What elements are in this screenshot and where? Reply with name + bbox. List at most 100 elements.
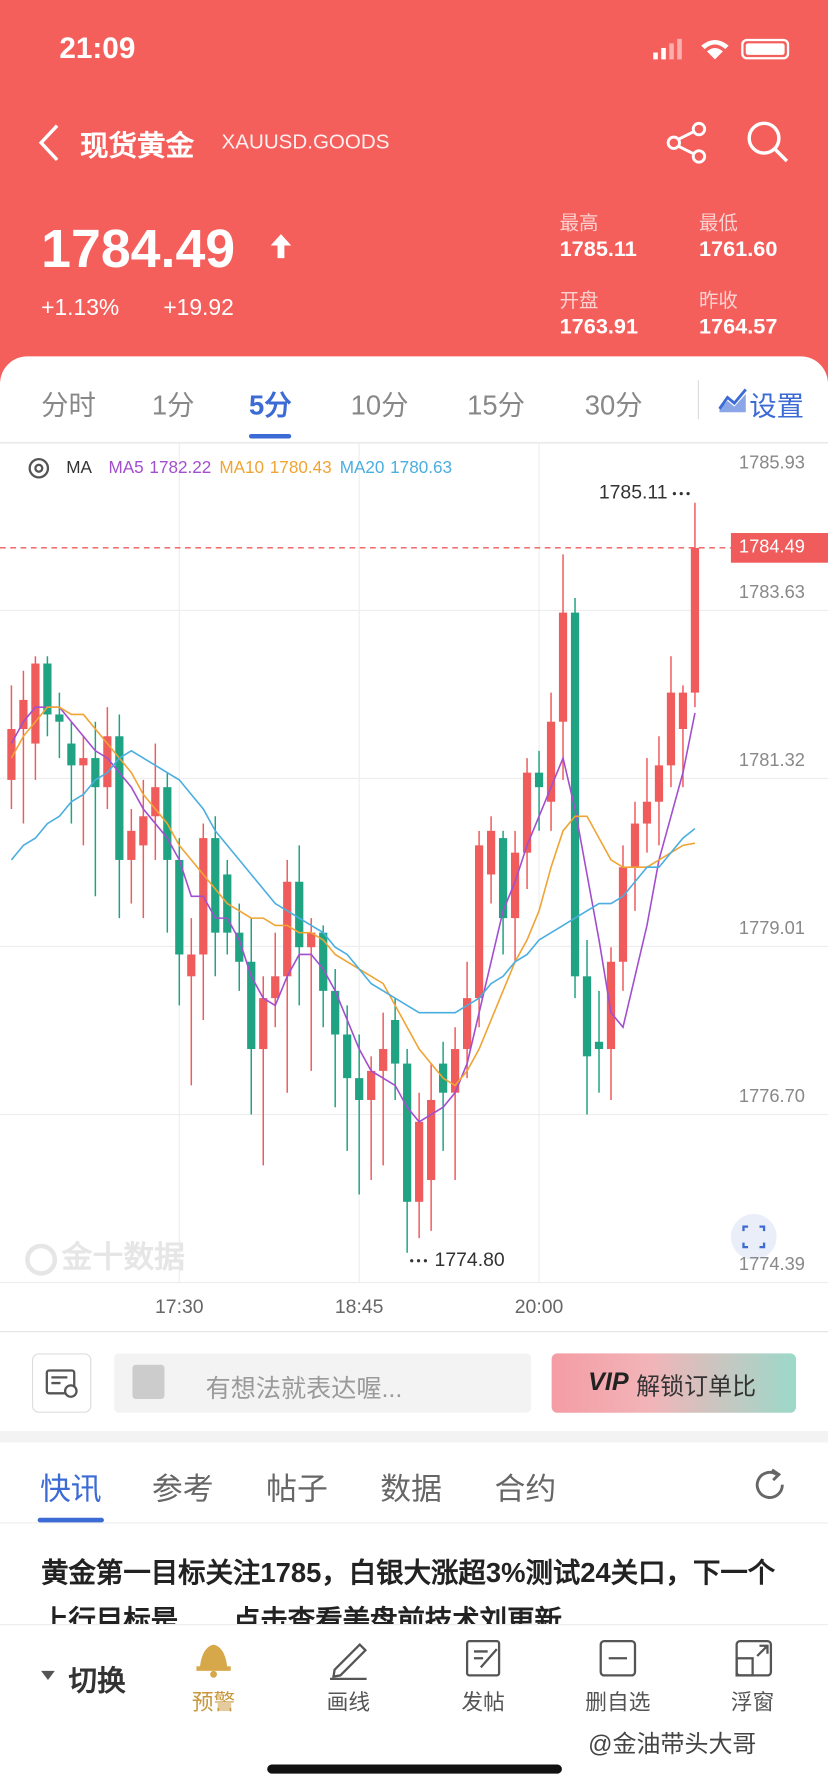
divider	[0, 1522, 828, 1524]
stat-label: 开盘	[559, 290, 599, 312]
candle-body	[259, 998, 268, 1050]
candle-body	[211, 838, 220, 933]
comment-input[interactable]: 有想法就表达喔...	[114, 1353, 532, 1413]
period-tab[interactable]: 30分	[584, 390, 643, 422]
share-button[interactable]	[665, 121, 711, 164]
annotation-dot	[672, 492, 676, 496]
legend-entry: MA20 1780.63	[340, 457, 452, 477]
annotation-dot	[686, 492, 690, 496]
candle-body	[522, 772, 532, 853]
toolbar-item[interactable]: 预警	[191, 1691, 236, 1716]
candle-body	[690, 547, 700, 693]
search-button[interactable]	[745, 119, 791, 165]
ma-line	[10, 749, 696, 1014]
stat-value: 1785.11	[559, 237, 637, 262]
settings-button[interactable]: 设置	[749, 391, 805, 423]
annotation-dot	[416, 1259, 421, 1263]
vip-logo: VIP	[588, 1367, 629, 1396]
candle-body	[367, 1070, 376, 1100]
period-tab[interactable]: 分时	[41, 390, 96, 422]
candle-body	[391, 1019, 400, 1064]
candle-body	[606, 961, 616, 1050]
fullscreen-button[interactable]	[730, 1214, 777, 1260]
candle-body	[343, 1034, 352, 1079]
symbol-code: XAUUSD.GOODS	[221, 130, 390, 154]
candle-body	[331, 990, 340, 1035]
news-tab[interactable]: 帖子	[266, 1472, 328, 1507]
toolbar-icons	[196, 1640, 773, 1680]
candle-body	[307, 932, 316, 948]
up-arrow	[270, 234, 292, 259]
candle-body	[403, 1063, 412, 1202]
y-tick-label: 1779.01	[739, 917, 805, 938]
x-tick-label: 17:30	[155, 1296, 204, 1318]
candle-body	[558, 612, 568, 722]
last-price-label: 1784.49	[739, 536, 805, 557]
news-tab[interactable]: 快讯	[39, 1472, 102, 1507]
refresh-button[interactable]	[751, 1466, 788, 1503]
candle-body	[355, 1078, 364, 1100]
candle-body	[319, 932, 328, 991]
credit-watermark: @金油带头大哥	[588, 1731, 757, 1758]
period-tab[interactable]: 10分	[350, 390, 409, 422]
tab-underline	[37, 1517, 104, 1523]
legend-gear[interactable]	[28, 457, 50, 479]
period-tab[interactable]: 15分	[467, 390, 526, 422]
toolbar-item[interactable]: 发帖	[461, 1691, 505, 1716]
y-tick-label: 1781.32	[739, 749, 805, 770]
legend-name: MA20	[340, 457, 385, 477]
settings-icon[interactable]	[718, 386, 748, 413]
period-tab[interactable]: 5分	[248, 390, 292, 422]
page-title: 现货黄金	[79, 130, 195, 163]
watermark-logo	[25, 1243, 58, 1276]
candle-body	[618, 867, 628, 962]
candle-body	[462, 998, 472, 1050]
divider	[0, 441, 828, 444]
candle-body	[630, 823, 640, 868]
last-price-tag	[730, 533, 828, 563]
annotation-dot	[423, 1259, 428, 1263]
candle-body	[235, 932, 244, 962]
news-tab[interactable]: 数据	[380, 1472, 442, 1507]
toolbar-item[interactable]: 删自选	[585, 1691, 651, 1716]
news-tab[interactable]: 合约	[494, 1472, 557, 1507]
candle-body	[247, 961, 256, 1050]
candle-body	[642, 801, 652, 824]
annotation-dot	[410, 1259, 414, 1263]
candle-body	[271, 976, 280, 999]
candle-body	[19, 699, 28, 729]
content-panel	[0, 356, 828, 1792]
candle-body	[534, 772, 544, 788]
watermark-text: 金十数据	[61, 1240, 185, 1275]
vip-button[interactable]: VIP 解锁订单比	[551, 1353, 797, 1413]
bottom-toolbar	[0, 1624, 828, 1792]
status-time: 21:09	[59, 30, 136, 66]
toolbar-item[interactable]: 画线	[326, 1691, 371, 1716]
tab-divider	[697, 380, 699, 420]
section-gap	[0, 1431, 828, 1443]
candle-body	[67, 743, 76, 766]
toolbar-item[interactable]: 浮窗	[730, 1691, 775, 1716]
header-background	[0, 0, 828, 395]
period-tab[interactable]: 1分	[151, 390, 195, 422]
stat-value: 1761.60	[698, 237, 778, 262]
stat-value: 1764.57	[698, 315, 778, 340]
high-annotation: 1785.11	[599, 482, 668, 504]
ma-line	[10, 706, 696, 1087]
candle-body	[427, 1099, 436, 1180]
candle-body	[103, 736, 112, 788]
indicator-label: MA	[66, 457, 92, 477]
candle-body	[79, 758, 88, 766]
news-tab[interactable]: 参考	[151, 1472, 214, 1507]
candle-body	[451, 1049, 460, 1093]
back-button[interactable]	[34, 121, 64, 164]
switch-button[interactable]: 切换	[68, 1665, 126, 1698]
stat-label: 最低	[698, 212, 738, 235]
candle-body	[510, 852, 520, 919]
low-annotation: 1774.80	[435, 1249, 505, 1271]
change-percent: +1.13%	[41, 295, 120, 321]
candle-body	[295, 881, 304, 948]
order-icon-button[interactable]	[31, 1353, 92, 1413]
candle-body	[43, 663, 52, 715]
legend-entry: MA10 1780.43	[219, 457, 331, 477]
